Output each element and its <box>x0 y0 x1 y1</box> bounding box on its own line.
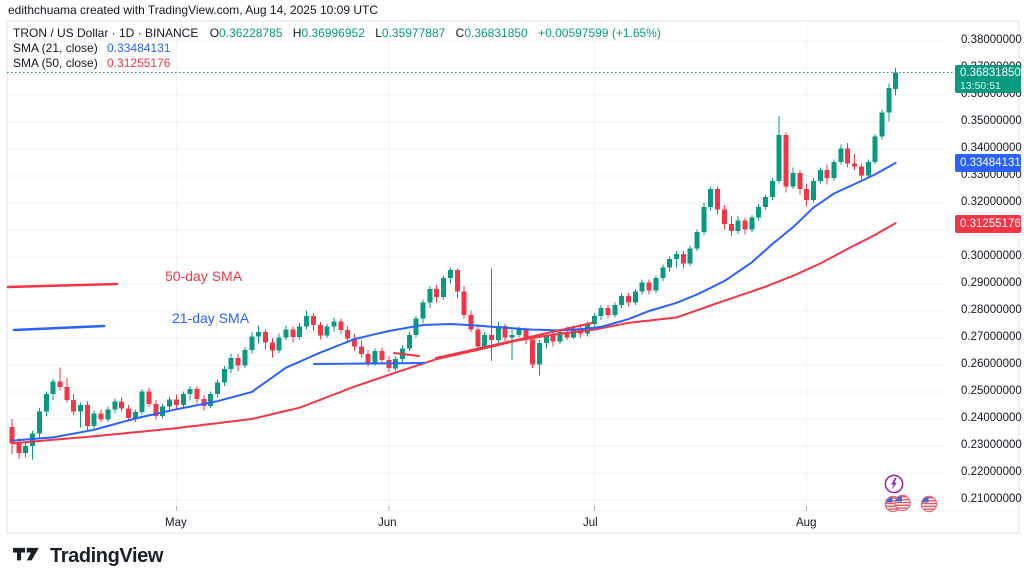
brand-name: TradingView <box>50 545 164 567</box>
price-tick-label: 0.26000000 <box>961 358 1022 370</box>
time-tick-label: May <box>165 517 187 529</box>
price-tick-label: 0.28000000 <box>961 304 1022 316</box>
low-value: 0.35977887 <box>381 26 446 40</box>
low-label: L <box>375 26 382 40</box>
price-tick-label: 0.38000000 <box>961 34 1022 46</box>
time-tick-label: Jul <box>583 517 598 529</box>
price-tick-label: 0.21000000 <box>961 493 1022 505</box>
symbol-title: TRON / US Dollar · 1D · BINANCE <box>13 26 199 40</box>
sma50-price-badge[interactable]: 0.31255176 <box>955 215 1021 233</box>
symbol-legend-row[interactable]: TRON / US Dollar · 1D · BINANCE O0.36228… <box>13 26 661 41</box>
price-tick-label: 0.25000000 <box>961 385 1022 397</box>
price-tick-label: 0.33000000 <box>961 169 1022 181</box>
price-tick-label: 0.22000000 <box>961 466 1022 478</box>
close-value: 0.36831850 <box>464 26 528 40</box>
sma50-label: SMA (50, close) <box>13 56 98 70</box>
time-tick-label: Jun <box>378 517 397 529</box>
open-label: O <box>209 26 220 40</box>
us-flag-event-icon[interactable] <box>884 494 912 514</box>
sma50-value: 0.31255176 <box>107 56 171 70</box>
sma21-legend-row[interactable]: SMA (21, close) 0.33484131 <box>13 41 661 56</box>
sma-annotation-label[interactable]: 21-day SMA <box>172 310 250 326</box>
sma21-price-badge[interactable]: 0.33484131 <box>955 154 1021 172</box>
price-tick-label: 0.32000000 <box>961 196 1022 208</box>
sma21-value: 0.33484131 <box>107 41 171 55</box>
price-tick-label: 0.27000000 <box>961 331 1022 343</box>
us-flag-event-icon[interactable] <box>920 495 938 513</box>
close-label: C <box>455 26 465 40</box>
price-tick-label: 0.23000000 <box>961 439 1022 451</box>
high-value: 0.36996952 <box>301 26 365 40</box>
badge-price: 0.36831850 <box>960 67 1021 79</box>
sma21-label: SMA (21, close) <box>13 41 98 55</box>
price-tick-label: 0.30000000 <box>961 250 1022 262</box>
open-value: 0.36228785 <box>219 26 283 40</box>
sma-annotation-label[interactable]: 50-day SMA <box>165 268 243 284</box>
badge-price: 0.31255176 <box>960 218 1021 230</box>
tradingview-branding[interactable]: TradingView <box>13 545 163 568</box>
price-tick-label: 0.34000000 <box>961 142 1022 154</box>
price-tick-label: 0.24000000 <box>961 412 1022 424</box>
tradingview-logo-icon <box>13 547 39 560</box>
chart-legend: TRON / US Dollar · 1D · BINANCE O0.36228… <box>13 26 661 71</box>
sma50-legend-row[interactable]: SMA (50, close) 0.31255176 <box>13 56 661 71</box>
attribution-text: edithchuama created with TradingView.com… <box>8 3 379 17</box>
last-price-badge[interactable]: 0.36831850 13:50:51 <box>955 65 1021 93</box>
lightning-event-icon[interactable] <box>884 474 904 494</box>
change-value: +0.00597599 (+1.65%) <box>538 26 661 40</box>
high-label: H <box>292 26 302 40</box>
price-tick-label: 0.29000000 <box>961 277 1022 289</box>
time-tick-label: Aug <box>796 517 817 529</box>
price-tick-label: 0.35000000 <box>961 115 1022 127</box>
bar-countdown: 13:50:51 <box>960 80 1001 92</box>
badge-price: 0.33484131 <box>960 157 1021 169</box>
